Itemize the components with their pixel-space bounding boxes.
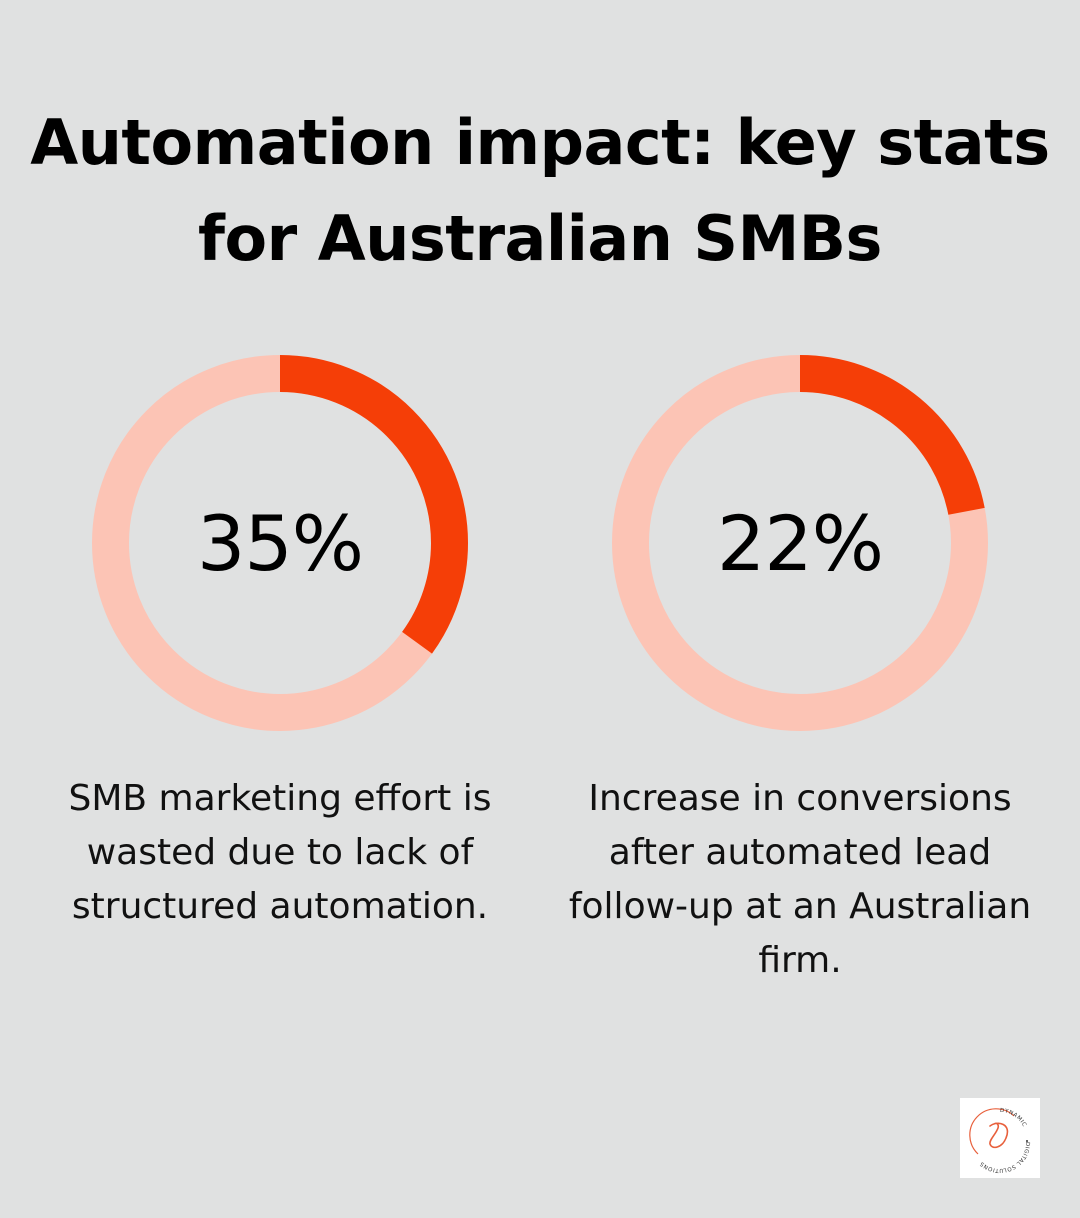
donut-value-arc	[612, 355, 988, 731]
donut-value-arc	[92, 355, 468, 731]
svg-text:DIGITAL SOLUTIONS: DIGITAL SOLUTIONS	[979, 1142, 1030, 1173]
stat-description: Increase in conversions after automated …	[568, 778, 1032, 981]
stat-description: SMB marketing effort is wasted due to la…	[68, 778, 492, 927]
donut-chart-22: 22%	[612, 355, 988, 731]
stat-value: 35%	[197, 498, 364, 588]
stat-value: 22%	[717, 498, 884, 588]
brand-logo: DYNAMIC DIGITAL SOLUTIONS	[960, 1098, 1040, 1178]
dynamic-digital-solutions-logo-icon: DYNAMIC DIGITAL SOLUTIONS	[969, 1108, 1030, 1173]
donut-ring	[612, 355, 988, 731]
donut-chart-35: 35%	[92, 355, 468, 731]
page-title: Automation impact: key stats for Austral…	[30, 106, 1050, 275]
donut-ring	[92, 355, 468, 731]
